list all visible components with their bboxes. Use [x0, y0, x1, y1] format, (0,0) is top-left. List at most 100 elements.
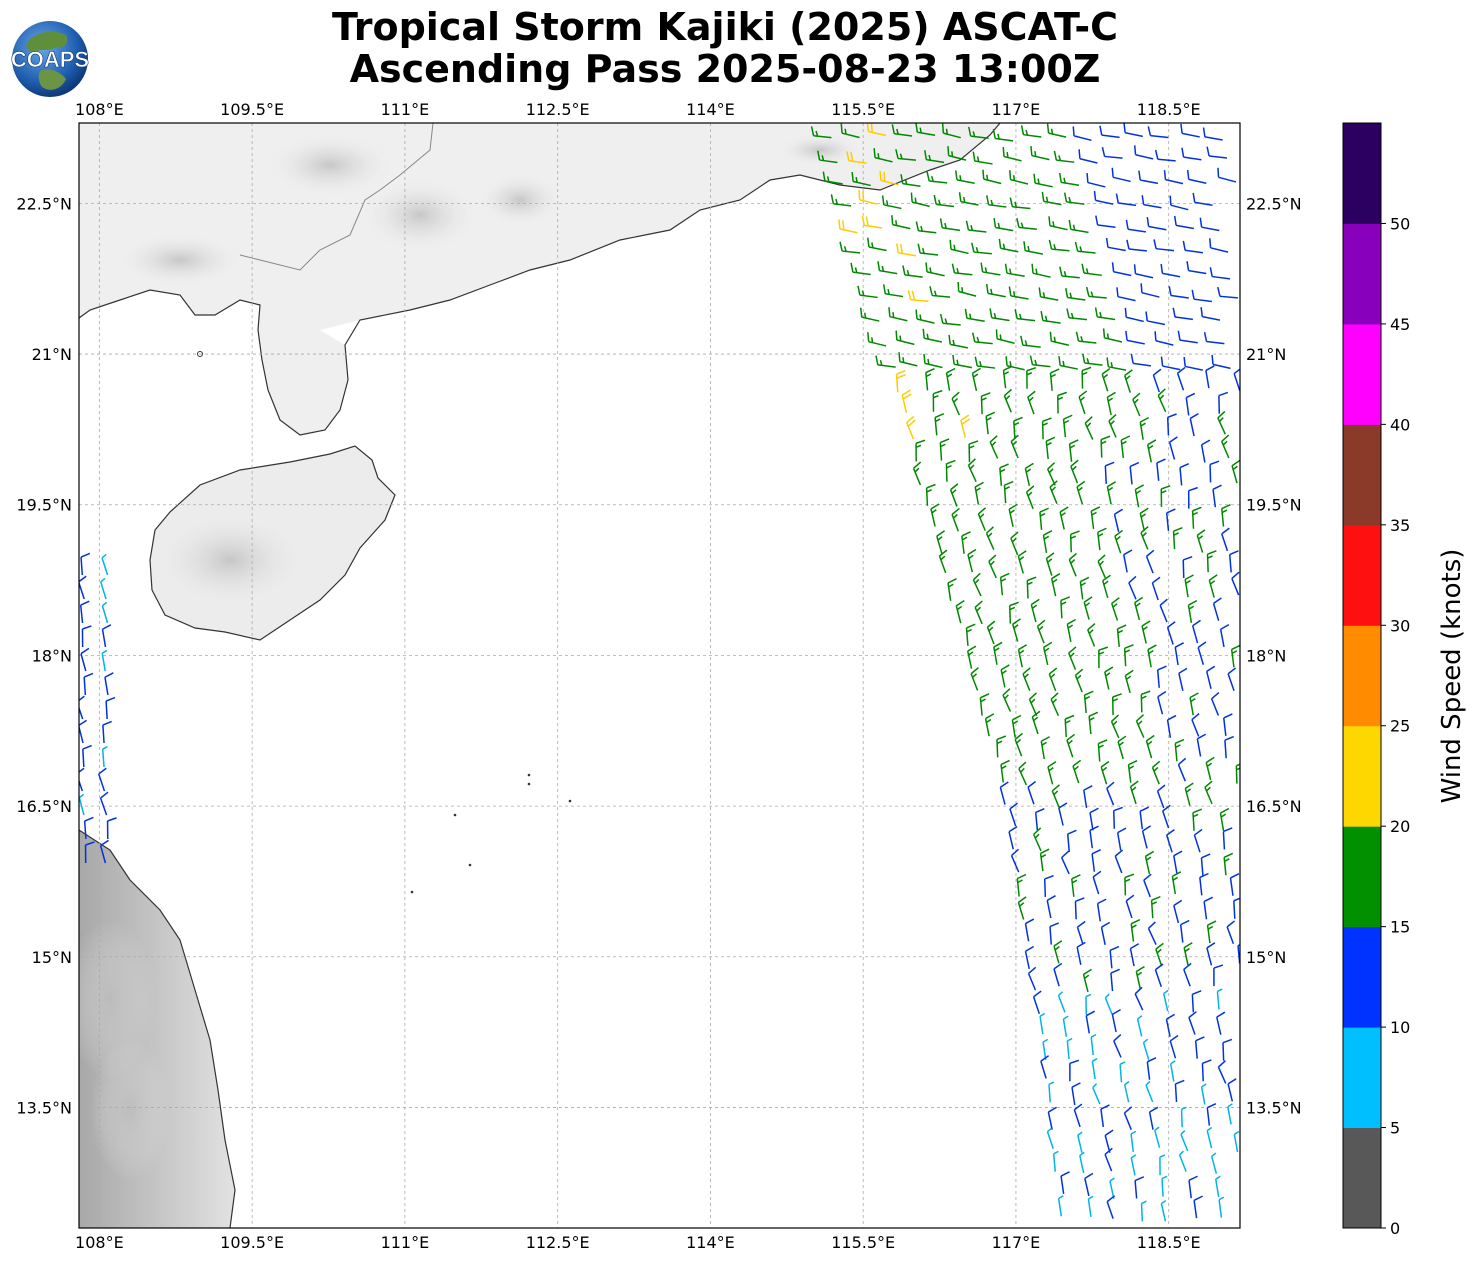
wind-barb [1042, 641, 1053, 666]
wind-barb [970, 667, 979, 691]
wind-barb [972, 572, 982, 597]
wind-barb [1174, 642, 1185, 666]
wind-barb [1223, 713, 1233, 736]
wind-barb [1242, 1152, 1247, 1172]
wind-barb [1032, 827, 1042, 852]
wind-barb [1014, 309, 1036, 322]
wind-barb [1074, 897, 1085, 920]
wind-barb [1023, 241, 1044, 255]
wind-barb [99, 791, 109, 816]
wind-barb [912, 461, 922, 486]
wind-barb [1053, 940, 1063, 964]
wind-barb [930, 503, 940, 527]
wind-barb [1004, 263, 1025, 278]
wind-barb [1062, 1015, 1069, 1037]
wind-barb [1139, 806, 1150, 830]
wind-barb [1227, 667, 1237, 692]
wind-barb [958, 192, 979, 206]
wind-barb [964, 308, 985, 323]
wind-barb [939, 313, 961, 326]
wind-barb [1148, 1106, 1159, 1130]
wind-barb [1220, 434, 1230, 459]
wind-barb [838, 219, 858, 234]
lon-label-bottom: 118.5°E [1137, 1233, 1201, 1252]
wind-barb [951, 507, 960, 532]
wind-barb [1182, 555, 1193, 578]
lat-label-right: 21°N [1246, 345, 1286, 364]
wind-barb [1046, 895, 1056, 919]
wind-barb [999, 781, 1009, 805]
wind-barb [898, 352, 918, 367]
wind-barb [1086, 173, 1106, 188]
wind-barb [1206, 920, 1217, 944]
wind-barb [1097, 739, 1108, 762]
wind-barb [891, 124, 913, 137]
wind-barb [1068, 219, 1089, 234]
wind-barb [1123, 1106, 1133, 1130]
wind-barb [1174, 738, 1185, 762]
wind-barb [1051, 784, 1061, 808]
wind-barb [1197, 641, 1207, 665]
wind-barb [1066, 308, 1088, 321]
lat-label-left: 18°N [32, 646, 72, 665]
wind-barb [1165, 508, 1176, 531]
colorbar-tick-label: 0 [1390, 1219, 1400, 1238]
wind-barb [1010, 434, 1019, 459]
wind-barb [905, 415, 916, 440]
wind-barb [1027, 390, 1036, 415]
wind-barb [1047, 1106, 1057, 1130]
wind-barb [1217, 286, 1238, 299]
wind-barb [1041, 191, 1062, 206]
wind-barb [1229, 873, 1240, 896]
wind-barb [866, 237, 887, 252]
wind-barb [1105, 237, 1126, 252]
wind-barb [1189, 412, 1199, 437]
wind-barb [1180, 1130, 1189, 1152]
wind-barb [1117, 735, 1127, 760]
land-leizhou [258, 305, 348, 435]
wind-barb [1030, 598, 1040, 623]
wind-barb [1084, 416, 1094, 440]
wind-barb [1185, 392, 1196, 416]
wind-barb [1016, 873, 1027, 897]
wind-barb [1160, 263, 1181, 278]
wind-barb [984, 713, 995, 737]
wind-barb [1092, 1083, 1101, 1105]
lon-label-bottom: 115.5°E [831, 1233, 895, 1252]
wind-barb [1027, 780, 1037, 805]
wind-barb [1104, 1129, 1114, 1153]
wind-barb [1173, 850, 1183, 874]
wind-barb [1191, 990, 1202, 1013]
wind-barb [1203, 896, 1214, 920]
wind-barb [1090, 1033, 1097, 1056]
wind-barb [1112, 806, 1123, 829]
wind-barb [1045, 436, 1056, 460]
wind-barb [1101, 367, 1111, 392]
wind-barb [1081, 366, 1092, 389]
wind-barb [891, 215, 911, 230]
chart-title-line2: Ascending Pass 2025-08-23 13:00Z [349, 47, 1101, 91]
wind-barb [1209, 267, 1231, 280]
wind-barb [1024, 462, 1034, 487]
wind-barb [1173, 899, 1183, 924]
wind-barb [971, 332, 993, 345]
colorbar: 0 5 10 15 20 25 30 35 40 45 50 [1342, 122, 1410, 1238]
wind-barb [980, 262, 1001, 276]
wind-barb [1143, 873, 1152, 898]
wind-barb [1028, 692, 1038, 717]
wind-barb [967, 548, 977, 573]
colorbar-segment [1343, 826, 1381, 928]
wind-barb [945, 367, 956, 391]
wind-barb [1172, 307, 1193, 321]
wind-barb [1010, 848, 1020, 873]
wind-barb [926, 171, 948, 184]
wind-barb [1106, 357, 1127, 371]
wind-barb [999, 572, 1010, 596]
wind-barb [1227, 1078, 1237, 1102]
wind-barb [1017, 896, 1027, 920]
wind-barb [1042, 1038, 1049, 1061]
wind-barb [1110, 714, 1120, 739]
wind-barb [915, 309, 935, 324]
colorbar-segment [1343, 223, 1381, 325]
wind-barb [1130, 1130, 1137, 1152]
